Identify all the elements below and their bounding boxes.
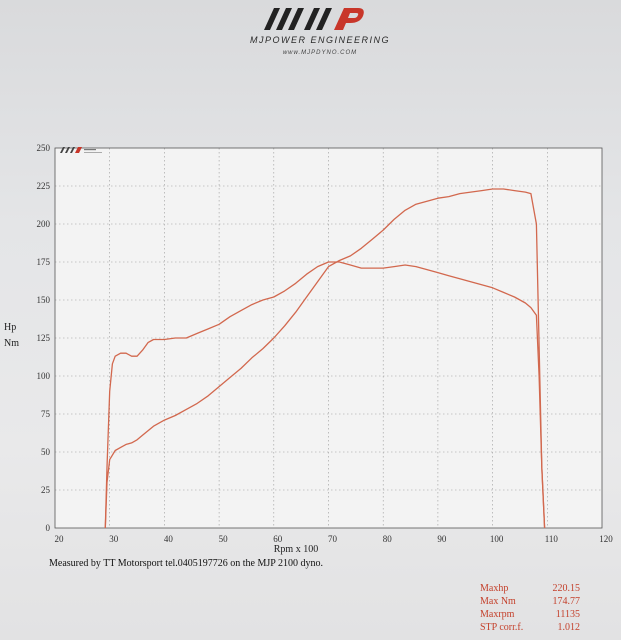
y-tick-label: 125 (37, 333, 51, 343)
x-tick-label: 30 (109, 534, 119, 544)
x-tick-label: 80 (383, 534, 393, 544)
y-tick-label: 100 (37, 371, 51, 381)
x-tick-label: 100 (490, 534, 504, 544)
y-axis-label-nm: Nm (4, 338, 19, 349)
series-line-1 (104, 188, 546, 529)
report-header: MJPOWER ENGINEERING www.MJPDYNO.COM (0, 0, 621, 75)
x-tick-label: 90 (437, 534, 447, 544)
y-tick-label: 50 (41, 447, 51, 457)
y-tick-label: 175 (37, 257, 51, 267)
stat-row-maxnm: Max Nm 174.77 (480, 596, 620, 609)
x-tick-labels: 20 30 40 50 60 70 80 90 100 110 120 (55, 534, 614, 544)
x-tick-label: 50 (219, 534, 229, 544)
x-tick-label: 60 (273, 534, 283, 544)
plot-frame (54, 147, 603, 529)
stat-value: 174.77 (552, 596, 581, 607)
y-tick-label: 0 (46, 523, 51, 533)
series-line-2 (104, 261, 546, 529)
stat-row-maxrpm: Maxrpm 11135 (480, 609, 620, 622)
y-tick-label: 200 (37, 219, 51, 229)
y-tick-labels: 0 25 50 75 100 125 150 175 200 225 250 (37, 143, 51, 533)
y-tick-label: 250 (37, 143, 51, 153)
series-lines (104, 188, 546, 529)
x-tick-label: 110 (545, 534, 559, 544)
x-tick-label: 120 (599, 534, 613, 544)
company-name: MJPOWER ENGINEERING (249, 35, 390, 45)
mjp-logo-icon (264, 8, 364, 30)
stat-label: Max Nm (480, 596, 516, 607)
x-axis-label: Rpm x 100 (274, 544, 318, 555)
y-tick-label: 75 (41, 409, 51, 419)
y-tick-label: 25 (41, 485, 51, 495)
stat-label: Maxhp (480, 583, 509, 594)
stat-value: 11135 (555, 609, 580, 620)
chart-logo-icon (60, 147, 102, 153)
stats-panel: Maxhp 220.15 Max Nm 174.77 Maxrpm 11135 … (480, 583, 620, 635)
company-website: www.MJPDYNO.COM (282, 50, 358, 56)
y-tick-label: 150 (37, 295, 51, 305)
y-tick-label: 225 (37, 181, 51, 191)
stat-value: 220.15 (552, 583, 581, 594)
dyno-chart: 0 25 50 75 100 125 150 175 200 225 250 20 30 40 50 60 7… (37, 143, 614, 555)
x-tick-label: 20 (55, 534, 65, 544)
measurement-note: Measured by TT Motorsport tel.0405197726… (49, 558, 323, 569)
stat-value: 1.012 (557, 622, 581, 633)
x-tick-label: 40 (164, 534, 174, 544)
x-tick-label: 70 (328, 534, 338, 544)
stat-label: STP corr.f. (480, 622, 524, 633)
y-axis-label-hp: Hp (4, 322, 17, 333)
stat-row-maxhp: Maxhp 220.15 (480, 583, 620, 596)
axes (54, 147, 603, 529)
stat-label: Maxrpm (480, 609, 515, 620)
stat-row-stp: STP corr.f. 1.012 (480, 622, 620, 635)
